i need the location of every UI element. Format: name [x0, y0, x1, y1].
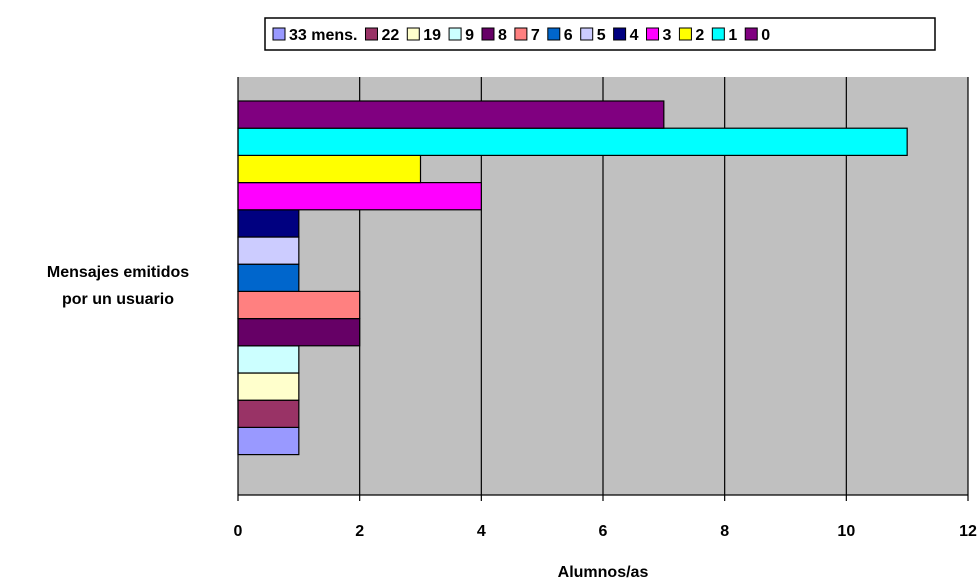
- bar-8: [237, 318, 361, 347]
- x-tick-label: 8: [720, 523, 729, 540]
- legend-label: 5: [597, 27, 606, 44]
- x-tick-labels: 0 2 4 6 8 10 12: [234, 523, 977, 540]
- x-axis-label: Alumnos/as: [558, 564, 649, 581]
- x-tick-label: 0: [234, 523, 243, 540]
- bar-3: [237, 182, 482, 211]
- legend-swatch: [580, 27, 594, 41]
- legend-swatch: [613, 27, 627, 41]
- legend-swatch: [547, 27, 561, 41]
- x-tick-label: 10: [837, 523, 855, 540]
- legend-label: 19: [423, 27, 441, 44]
- legend-swatch: [448, 27, 462, 41]
- bar-9: [237, 345, 300, 374]
- x-tick-label: 2: [355, 523, 364, 540]
- legend-swatch: [364, 27, 378, 41]
- legend-label: 33 mens.: [289, 27, 357, 44]
- legend-swatch: [481, 27, 495, 41]
- bar-4: [237, 209, 300, 238]
- legend-label: 2: [695, 27, 704, 44]
- bar-5: [237, 236, 300, 265]
- legend-swatch: [744, 27, 758, 41]
- legend-swatch: [406, 27, 420, 41]
- bar-0: [237, 100, 665, 129]
- y-axis-label-line-2: por un usuario: [62, 291, 174, 308]
- legend-swatch: [514, 27, 528, 41]
- legend-label: 8: [498, 27, 507, 44]
- bar-2: [237, 154, 422, 184]
- axes: [237, 77, 969, 501]
- bar-33-mens: [237, 426, 300, 456]
- legend-label: 1: [728, 27, 737, 44]
- legend-swatch: [678, 27, 692, 41]
- legend-swatch: [272, 27, 286, 41]
- legend-label: 3: [663, 27, 672, 44]
- legend-label: 22: [381, 27, 399, 44]
- bar-19: [237, 372, 300, 401]
- bar-22: [237, 399, 300, 429]
- bar-6: [237, 263, 300, 293]
- y-axis-label-line-1: Mensajes emitidos: [47, 264, 189, 281]
- legend-label: 7: [531, 27, 540, 44]
- legend-label: 9: [465, 27, 474, 44]
- legend-swatch: [646, 27, 660, 41]
- x-tick-label: 4: [477, 523, 486, 540]
- legend-swatch: [711, 27, 725, 41]
- legend-label: 0: [761, 27, 770, 44]
- legend: 33 mens. 22 19 9 8 7 6 5 4 3 2 1 0: [264, 17, 936, 51]
- bars: [237, 100, 908, 456]
- legend-label: 4: [630, 27, 639, 44]
- bar-1: [237, 127, 908, 156]
- bar-7: [237, 290, 361, 320]
- x-tick-label: 12: [959, 523, 977, 540]
- x-tick-label: 6: [599, 523, 608, 540]
- legend-label: 6: [564, 27, 573, 44]
